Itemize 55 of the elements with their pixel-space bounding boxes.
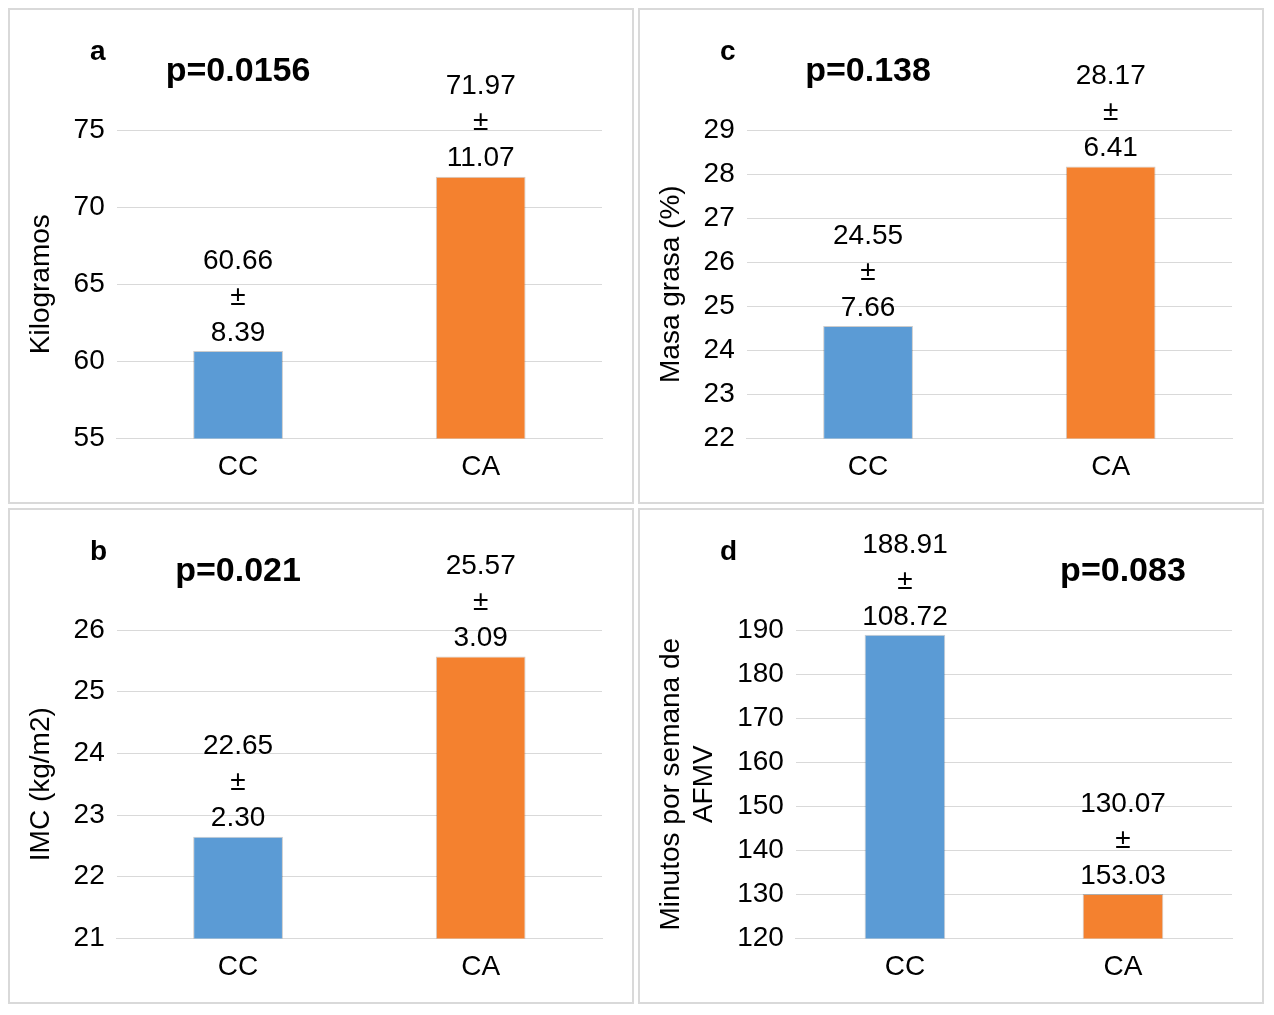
- x-tick-label: CA: [461, 449, 501, 481]
- y-axis-title: Kilogramos: [23, 214, 55, 355]
- y-tick-label: 28: [703, 156, 735, 188]
- chart-title: b: [90, 534, 108, 566]
- y-tick-label: 24: [73, 736, 105, 768]
- y-tick-label: 170: [737, 700, 784, 732]
- y-tick-label: 160: [737, 744, 784, 776]
- y-tick-label: 27: [703, 200, 735, 232]
- y-tick-label: 140: [737, 833, 784, 864]
- y-tick-label: 25: [73, 674, 105, 706]
- y-tick-label: 150: [737, 788, 784, 820]
- y-axis-title: IMC (kg/m2): [23, 707, 55, 862]
- y-tick-label: 29: [703, 112, 735, 144]
- x-tick-label: CC: [217, 949, 259, 981]
- x-tick-label: CA: [1091, 449, 1131, 481]
- y-tick-label: 70: [73, 189, 105, 221]
- chart-title: d: [720, 534, 738, 566]
- y-tick-label: 23: [703, 377, 735, 409]
- chart-title: a: [90, 34, 106, 66]
- data-label: 28.17 ± 6.41: [1075, 59, 1146, 163]
- y-tick-label: 22: [703, 421, 735, 453]
- y-tick-label: 120: [737, 921, 784, 953]
- y-tick-label: 180: [737, 656, 784, 688]
- data-label: 71.97 ± 11.07: [445, 69, 516, 173]
- x-tick-label: CA: [1103, 949, 1143, 981]
- y-tick-label: 25: [703, 288, 735, 320]
- y-axis-title: Masa grasa (%): [653, 185, 685, 384]
- y-tick-label: 21: [73, 921, 105, 953]
- data-label: 22.65 ± 2.30: [203, 729, 274, 833]
- y-axis-title: Minutos por semana de AFMV: [653, 637, 719, 931]
- data-label: 24.55 ± 7.66: [833, 218, 904, 322]
- y-tick-label: 75: [73, 112, 105, 144]
- text: p=0.021: [175, 550, 301, 589]
- x-tick-label: CA: [461, 949, 501, 981]
- y-tick-label: 26: [703, 244, 735, 276]
- text: p=0.083: [1060, 550, 1186, 589]
- y-tick-label: 60: [73, 344, 105, 376]
- y-tick-label: 23: [73, 797, 105, 829]
- y-tick-label: 130: [737, 877, 784, 909]
- x-tick-label: CC: [847, 449, 889, 481]
- data-label: 188.91 ± 108.72: [862, 527, 948, 631]
- y-tick-label: 65: [73, 266, 105, 298]
- y-tick-label: 24: [703, 333, 735, 364]
- chart-title: c: [720, 34, 736, 66]
- text: p=0.0156: [165, 50, 311, 89]
- text: p=0.138: [805, 50, 931, 89]
- y-tick-label: 22: [73, 859, 105, 891]
- x-tick-label: CC: [217, 449, 259, 481]
- y-tick-label: 55: [73, 421, 105, 453]
- x-tick-label: CC: [884, 949, 926, 981]
- y-tick-label: 190: [737, 612, 784, 644]
- data-label: 130.07 ± 153.03: [1080, 786, 1166, 890]
- data-label: 25.57 ± 3.09: [445, 549, 516, 653]
- data-label: 60.66 ± 8.39: [203, 243, 274, 347]
- y-tick-label: 26: [73, 612, 105, 644]
